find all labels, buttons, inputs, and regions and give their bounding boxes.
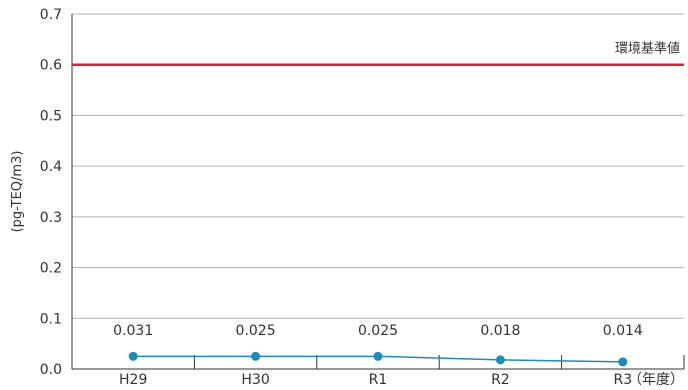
y-tick-label: 0.5	[40, 108, 62, 124]
x-tick-labels: H29 H30 R1 R2 R3（年度）	[119, 372, 684, 388]
y-tick-labels: 0.0 0.1 0.2 0.3 0.4 0.5 0.6 0.7	[40, 7, 62, 378]
axes	[71, 14, 685, 370]
series-group	[128, 351, 628, 367]
data-point	[251, 351, 261, 361]
data-labels: 0.031 0.025 0.025 0.018 0.014	[113, 323, 643, 339]
data-point	[373, 351, 383, 361]
x-tick-label: R3	[613, 372, 632, 388]
x-tick-label: H29	[119, 372, 147, 388]
reference-line-group: 環境基準値	[72, 41, 684, 66]
reference-line-label: 環境基準値	[615, 41, 680, 57]
x-tick-label: R2	[491, 372, 510, 388]
data-label: 0.014	[603, 323, 643, 339]
y-tick-label: 0.7	[40, 7, 62, 23]
data-point	[618, 357, 628, 367]
y-tick-label: 0.2	[40, 261, 62, 277]
x-tick-label: H30	[241, 372, 269, 388]
data-label: 0.025	[236, 323, 276, 339]
y-axis-label: (pg-TEQ/m3)	[10, 151, 25, 233]
x-axis-unit-label: （年度）	[628, 372, 684, 388]
gridlines	[72, 13, 684, 319]
x-tick-label: R1	[369, 372, 388, 388]
y-tick-label: 0.4	[40, 159, 62, 175]
y-tick-label: 0.1	[40, 311, 62, 327]
data-point	[128, 351, 138, 361]
y-tick-label: 0.3	[40, 210, 62, 226]
y-tick-label: 0.6	[40, 58, 62, 74]
data-label: 0.018	[480, 323, 520, 339]
data-point	[495, 355, 505, 365]
data-label: 0.031	[113, 323, 153, 339]
data-label: 0.025	[358, 323, 398, 339]
y-tick-label: 0.0	[40, 362, 62, 378]
